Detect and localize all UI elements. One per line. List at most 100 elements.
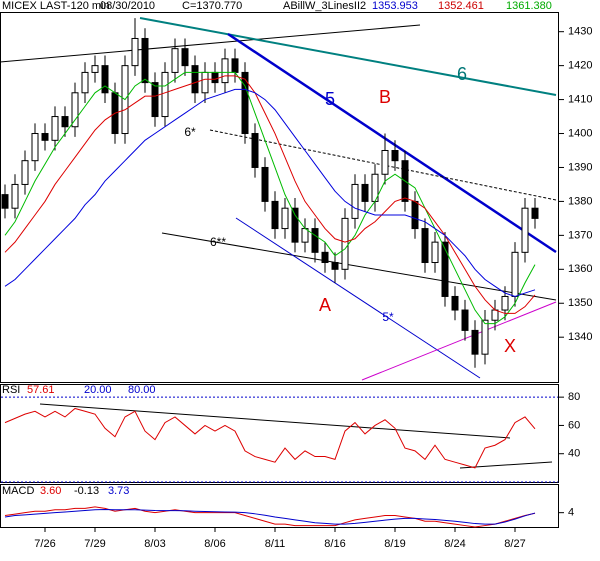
candle-body bbox=[51, 116, 59, 141]
rsi-panel bbox=[0, 384, 559, 483]
candle-body bbox=[521, 207, 529, 253]
y-tick-label: 1370 bbox=[568, 229, 592, 241]
candle-body bbox=[421, 228, 429, 264]
y-tick-label: 80 bbox=[568, 391, 580, 403]
candle-body bbox=[161, 71, 169, 118]
candle-body bbox=[151, 82, 159, 118]
candle-body bbox=[281, 207, 289, 230]
header-text: 3.60 bbox=[40, 485, 61, 497]
candle-body bbox=[481, 319, 489, 355]
candle-body bbox=[451, 295, 459, 311]
candle-body bbox=[301, 228, 309, 243]
candle-body bbox=[81, 71, 89, 94]
y-tick-label: 4 bbox=[568, 507, 574, 519]
candle-body bbox=[381, 149, 389, 175]
candle-body bbox=[201, 71, 209, 94]
y-tick-label: 1390 bbox=[568, 161, 592, 173]
candle-body bbox=[171, 48, 179, 73]
candle-body bbox=[501, 295, 509, 311]
candle-body bbox=[41, 133, 49, 141]
header-text: 1361.380 bbox=[506, 0, 552, 12]
x-tick-label: 8/16 bbox=[324, 538, 345, 550]
y-tick-label: 1410 bbox=[568, 93, 592, 105]
candle-body bbox=[491, 309, 499, 321]
y-tick-label: 1380 bbox=[568, 195, 592, 207]
candle-body bbox=[31, 133, 39, 162]
candle-body bbox=[291, 207, 299, 243]
header-text: 3.73 bbox=[108, 485, 129, 497]
trend-line bbox=[161, 232, 557, 301]
header-text: 80.00 bbox=[128, 384, 156, 396]
candle-body bbox=[231, 58, 239, 73]
annotation: 5 bbox=[325, 89, 335, 109]
macd-panel bbox=[0, 484, 559, 528]
y-tick-label: 1360 bbox=[568, 263, 592, 275]
candle-body bbox=[251, 133, 259, 168]
annotation: 5* bbox=[382, 310, 394, 324]
candle-body bbox=[61, 116, 69, 128]
trend-lines bbox=[0, 17, 557, 469]
candle-body bbox=[331, 262, 339, 270]
moving-average bbox=[4, 75, 536, 314]
candle-body bbox=[511, 251, 519, 297]
candle-body bbox=[471, 329, 479, 355]
x-tick-label: 7/26 bbox=[34, 538, 55, 550]
macd-line bbox=[4, 506, 536, 528]
candle-body bbox=[441, 241, 449, 297]
trend-line bbox=[227, 32, 557, 254]
trend-line bbox=[139, 17, 557, 96]
candle-body bbox=[191, 65, 199, 94]
x-tick-label: 8/06 bbox=[204, 538, 225, 550]
header-text: RSI bbox=[2, 384, 20, 396]
candle-body bbox=[101, 65, 109, 94]
candle-body bbox=[221, 58, 229, 84]
candle-body bbox=[1, 194, 9, 209]
candle-body bbox=[131, 37, 139, 67]
y-tick-label: 40 bbox=[568, 448, 580, 460]
candle-body bbox=[411, 200, 419, 230]
x-tick-label: 8/11 bbox=[265, 538, 286, 550]
x-tick-label: 8/03 bbox=[144, 538, 165, 550]
annotation: 6** bbox=[210, 235, 226, 249]
header-text: 1352.461 bbox=[438, 0, 484, 12]
candle-body bbox=[271, 200, 279, 230]
moving-average bbox=[4, 88, 536, 297]
header-text: ABillW_3LinesII2 bbox=[283, 0, 366, 12]
header-text: 20.00 bbox=[84, 384, 112, 396]
candle-body bbox=[361, 183, 369, 202]
trend-line bbox=[39, 403, 511, 439]
trend-line bbox=[235, 217, 481, 379]
y-tick-label: 1400 bbox=[568, 127, 592, 139]
x-tick-label: 7/29 bbox=[84, 538, 105, 550]
candle-body bbox=[241, 71, 249, 135]
y-tick-label: 1430 bbox=[568, 26, 592, 38]
candle-body bbox=[91, 65, 99, 73]
price-panel bbox=[0, 12, 559, 383]
candle-body bbox=[351, 183, 359, 219]
candle-body bbox=[181, 48, 189, 67]
y-tick-label: 1420 bbox=[568, 60, 592, 72]
candle-body bbox=[321, 251, 329, 264]
header-text: 1353.953 bbox=[372, 0, 418, 12]
candle-body bbox=[261, 166, 269, 202]
annotation: X bbox=[504, 336, 516, 356]
trend-line bbox=[0, 24, 421, 63]
y-tick-label: 60 bbox=[568, 419, 580, 431]
header-text: MACD bbox=[2, 485, 34, 497]
candle-body bbox=[461, 309, 469, 331]
candle-body bbox=[211, 71, 219, 84]
header-text: 57.61 bbox=[27, 384, 55, 396]
header-text: 08/30/2010 bbox=[100, 0, 155, 12]
candle-body bbox=[391, 149, 399, 162]
annotation: 6 bbox=[457, 64, 467, 84]
candle-body bbox=[311, 228, 319, 253]
macd-line bbox=[4, 509, 536, 525]
trend-line bbox=[361, 301, 557, 381]
moving-average bbox=[4, 71, 536, 325]
x-tick-label: 8/24 bbox=[444, 538, 465, 550]
candle-body bbox=[531, 207, 539, 219]
y-tick-label: 1340 bbox=[568, 331, 592, 343]
rsi-line bbox=[4, 407, 536, 469]
